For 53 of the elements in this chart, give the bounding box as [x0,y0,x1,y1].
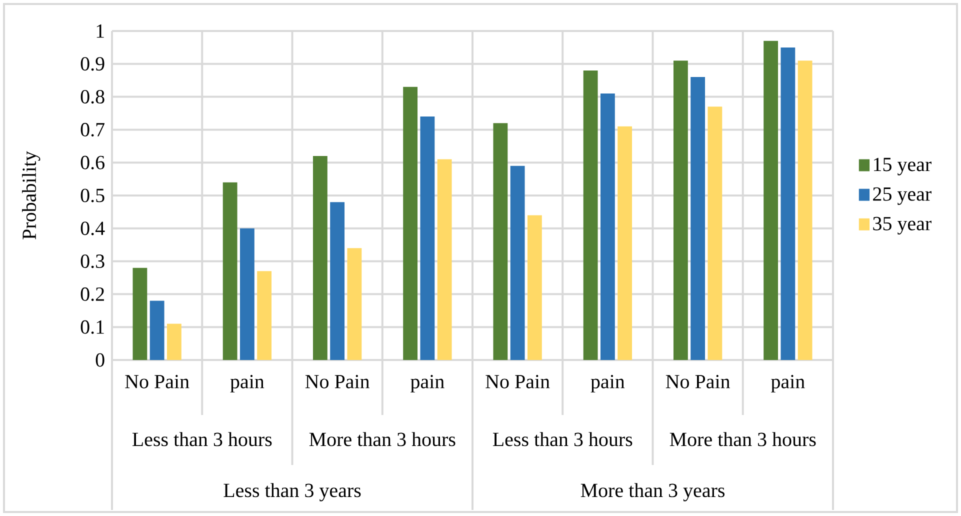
text: Less than 3 hours [492,432,632,446]
y-tick-label: 0.5 [80,188,104,202]
text: More than 3 hours [309,432,456,446]
bar [780,47,796,360]
bar [527,215,542,360]
text: More than 3 years [580,483,724,502]
bar [690,77,706,360]
y-tick-label: 0.6 [80,156,104,170]
y-tick-label: 0.8 [80,90,104,104]
bar [330,202,345,360]
bar [618,126,632,360]
legend-label: 35 year [873,216,932,234]
y-tick-label: 0.2 [80,287,104,301]
bar [583,70,598,360]
bar [708,106,722,360]
y-tick-label: 0.3 [80,254,104,268]
x-tick-label: No Pain [125,374,190,388]
bar [437,159,452,360]
bar [132,268,148,360]
legend-label: 25 year [873,187,932,205]
bar [673,60,688,360]
bar [150,300,164,360]
bar [764,40,778,360]
x-tick-label: pain [410,374,444,392]
y-axis-title: Probability [22,151,40,240]
bar [420,116,435,360]
bar [798,60,812,360]
y-tick-label: 0.7 [80,122,104,136]
bar [257,271,272,360]
bar [347,248,362,360]
legend-label: 15 year [874,158,932,176]
bar [600,94,615,360]
x-tick-label: No Pain [486,374,550,388]
x-tick-label: pain [771,374,805,392]
y-tick-label: 0.4 [80,222,105,236]
text: Less than 3 years [224,483,361,502]
bar [403,86,418,360]
y-tick-label: 0 [96,353,104,367]
y-tick-label: 1 [96,24,104,38]
x-tick-label: No Pain [305,374,370,388]
bar [222,182,238,360]
bar [240,228,254,360]
text: More than 3 hours [670,432,816,446]
x-tick-label: pain [230,374,264,392]
x-tick-label: pain [590,374,625,392]
y-tick-label: 0.9 [80,57,104,71]
bar [166,324,182,360]
bar [510,166,525,360]
x-tick-label: No Pain [666,374,730,388]
bar [312,156,328,360]
y-tick-label: 0.1 [80,320,104,334]
bar [493,123,508,360]
text: Less than 3 hours [132,432,272,446]
